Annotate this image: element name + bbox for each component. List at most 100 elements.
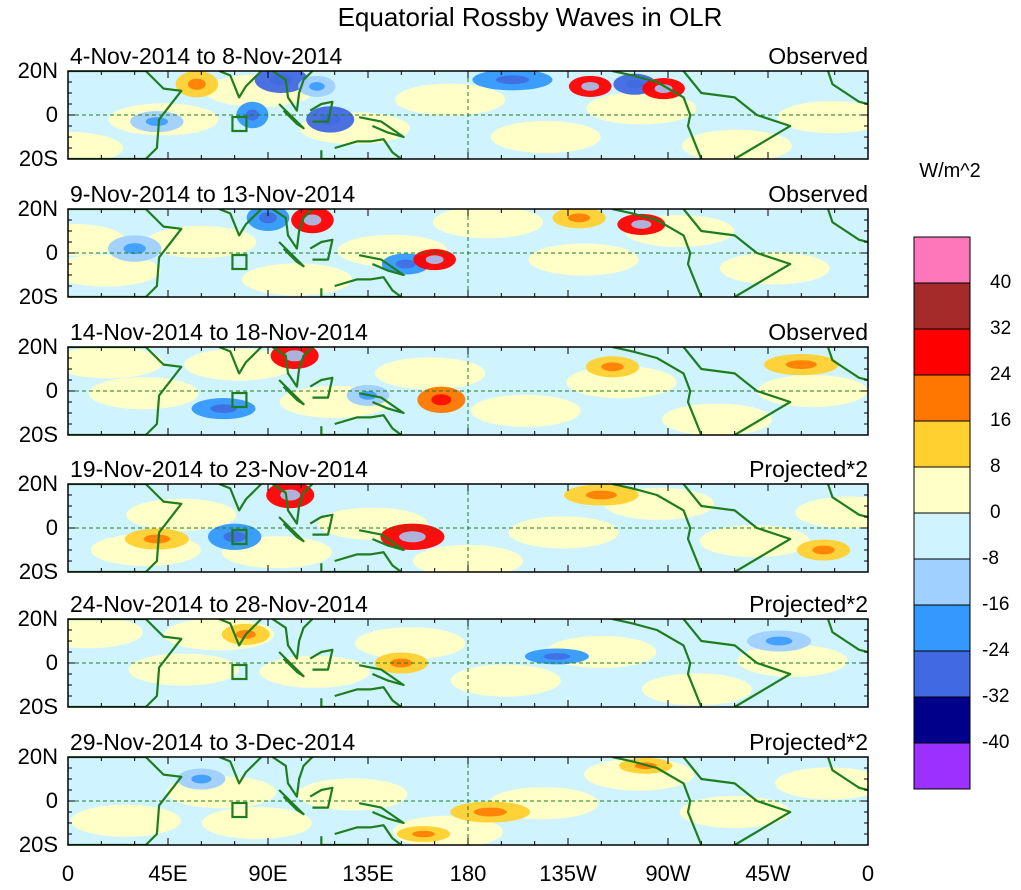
anomaly-positive-weak [413, 545, 523, 572]
anomaly-positive-weak [375, 357, 486, 390]
anomaly-positive-weak [795, 496, 868, 529]
anomaly-positive-weak [586, 92, 697, 125]
coastline [271, 757, 314, 798]
coastline [218, 71, 263, 99]
coastline [278, 516, 305, 543]
colorbar-swatch [913, 282, 971, 330]
lat-tick-label: 20N [17, 196, 58, 221]
coastline [68, 484, 183, 572]
colorbar-label: -16 [982, 594, 1010, 615]
panel-type-tag: Projected*2 [749, 591, 868, 617]
coastline [218, 757, 263, 785]
panel-date-range: 29-Nov-2014 to 3-Dec-2014 [70, 729, 356, 755]
coastline [278, 379, 305, 406]
lat-tick-label: 20S [18, 694, 58, 719]
anomaly-positive-weak [68, 132, 123, 159]
coastline [358, 116, 405, 139]
lon-tick-label: 0 [861, 861, 875, 886]
anomaly-positive-weak [508, 516, 619, 549]
anomaly-core [284, 350, 305, 362]
coastline [826, 757, 868, 792]
coastline [826, 71, 868, 106]
figure-title: Equatorial Rossby Waves in OLR [337, 2, 723, 32]
panel-date-range: 19-Nov-2014 to 23-Nov-2014 [70, 456, 368, 482]
coastline [320, 138, 403, 159]
anomaly-positive-weak [259, 655, 370, 688]
colorbar-label: 40 [990, 272, 1012, 293]
colorbar-units: W/m^2 [919, 160, 981, 182]
coastline [612, 619, 703, 707]
colorbar-label: 0 [990, 502, 1001, 523]
coastline [826, 347, 868, 382]
coastline [358, 392, 405, 415]
anomaly-core [654, 84, 673, 93]
anomaly-core [431, 394, 452, 406]
reference-box [231, 801, 248, 819]
coastline [309, 648, 334, 671]
anomaly-positive-weak [470, 394, 581, 427]
anomaly-positive-weak [490, 121, 601, 153]
reference-box [231, 391, 248, 409]
coastline [309, 100, 334, 123]
anomaly-positive-weak [201, 807, 312, 839]
colorbar-swatch [913, 742, 971, 790]
coastline [358, 529, 405, 552]
coastline [218, 209, 263, 237]
coastline [358, 254, 405, 277]
colorbar-label: 24 [990, 364, 1012, 385]
coastline [612, 209, 703, 297]
anomaly-positive-weak [68, 347, 163, 379]
colorbar-swatch [913, 420, 971, 468]
lat-tick-label: 20N [17, 606, 58, 631]
coastline [826, 209, 868, 244]
lon-tick-label: 90W [645, 861, 691, 886]
coastline [320, 414, 403, 435]
colorbar-swatch [913, 512, 971, 560]
colorbar-swatch [913, 604, 971, 652]
panel-2 [67, 208, 869, 298]
anomaly-core [399, 531, 426, 543]
lat-tick-label: 20S [18, 422, 58, 447]
anomaly-positive-weak [699, 525, 810, 558]
colorbar-swatch [913, 328, 971, 376]
panel-5 [67, 618, 869, 708]
panel-type-tag: Observed [768, 181, 868, 207]
anomaly-positive-weak [355, 627, 466, 660]
panel-date-range: 24-Nov-2014 to 28-Nov-2014 [70, 591, 368, 617]
anomaly-positive-weak [126, 498, 237, 531]
anomaly-positive-weak [297, 778, 408, 811]
anomaly-core [785, 360, 817, 369]
colorbar-swatch [913, 650, 971, 698]
lon-tick-label: 135E [342, 861, 394, 886]
anomaly-core [191, 774, 212, 784]
anomaly-core [145, 117, 168, 126]
colorbar-swatch [913, 236, 971, 284]
reference-box [231, 663, 248, 681]
colorbar-swatch [913, 374, 971, 422]
anomaly-positive-weak [775, 767, 868, 800]
anomaly-positive-weak [641, 673, 752, 706]
anomaly-core [123, 243, 146, 255]
colorbar-label: 8 [990, 456, 1001, 477]
colorbar-label: -40 [982, 732, 1010, 753]
lat-tick-label: 20N [17, 58, 58, 83]
coastline [826, 484, 868, 519]
anomaly-positive-weak [88, 377, 199, 410]
anomaly-core [309, 82, 325, 91]
anomaly-positive-weak [679, 796, 790, 828]
colorbar-swatch [913, 558, 971, 606]
anomaly-core [495, 75, 530, 85]
colorbar-swatch [913, 696, 971, 744]
colorbar-label: -8 [982, 548, 999, 569]
anomaly-core [188, 78, 206, 90]
anomaly-positive-weak [450, 664, 561, 697]
lon-tick-label: 180 [449, 861, 487, 886]
coastline [320, 686, 403, 707]
anomaly-core [303, 214, 322, 226]
coastline [278, 651, 305, 678]
lon-tick-label: 45W [745, 861, 791, 886]
lat-tick-label: 0 [45, 378, 58, 403]
colorbar-label: 16 [990, 410, 1012, 431]
panel-6 [67, 756, 869, 846]
anomaly-positive-weak [528, 243, 639, 276]
